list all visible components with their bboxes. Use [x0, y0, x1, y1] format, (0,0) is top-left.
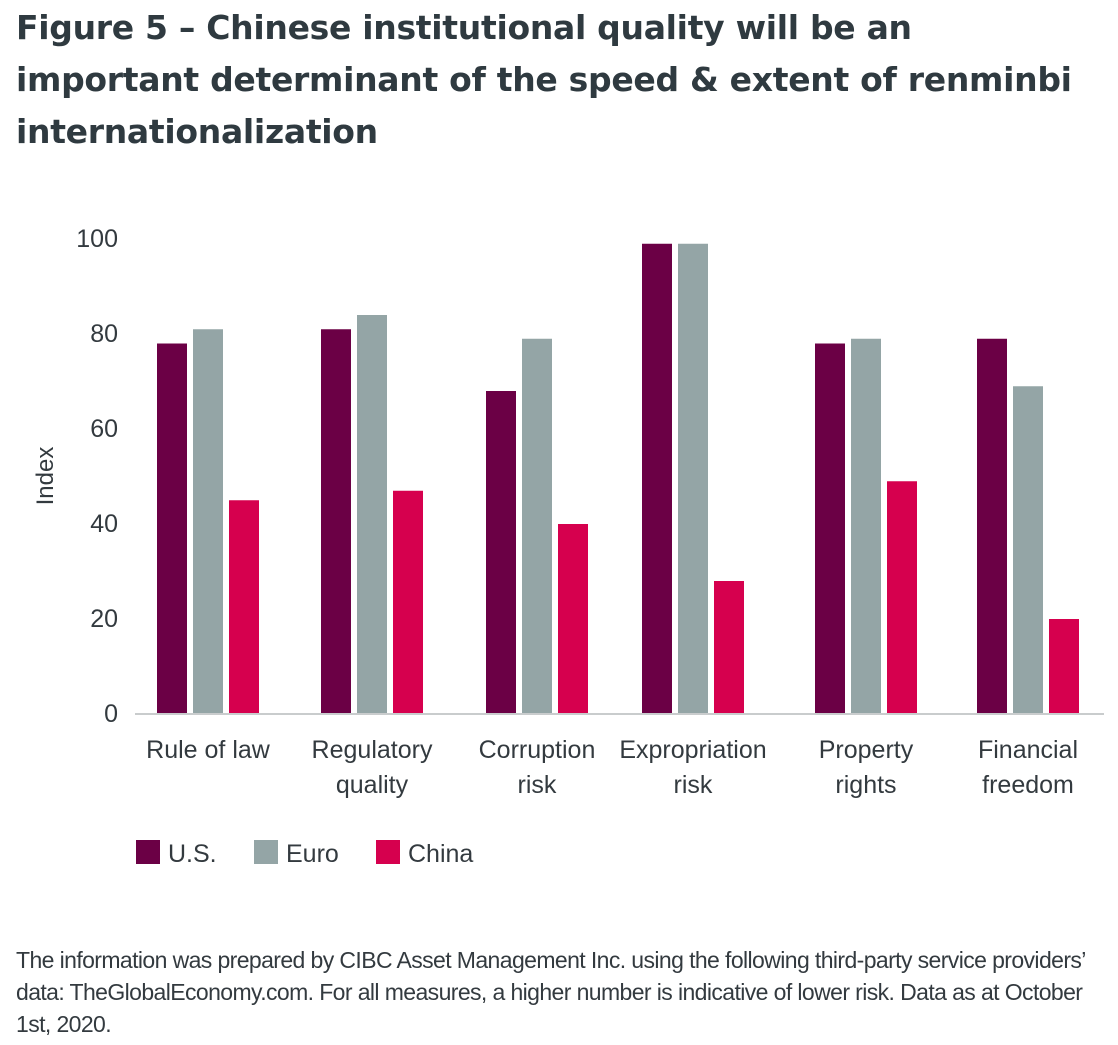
- y-axis-ticks: 0 20 40 60 80 100: [76, 225, 118, 728]
- bar-euro-2: [522, 338, 552, 714]
- bar-us-1: [321, 329, 351, 714]
- legend-label: China: [408, 840, 473, 868]
- y-tick-label: 20: [90, 605, 118, 633]
- bar-euro-0: [193, 329, 223, 714]
- bar-china-1: [393, 490, 423, 714]
- x-axis-labels: Rule of law Regulatory quality Corruption ri…: [146, 736, 1078, 799]
- y-tick-label: 60: [90, 415, 118, 443]
- legend-swatch-us: [136, 840, 160, 864]
- bar-us-3: [642, 243, 672, 714]
- bar-china-0: [229, 500, 259, 714]
- bar-china-3: [714, 581, 744, 714]
- bar-us-0: [157, 343, 187, 714]
- bar-euro-4: [851, 338, 881, 714]
- bars: [157, 243, 1079, 714]
- bar-china-5: [1049, 619, 1079, 714]
- legend-swatch-euro: [254, 840, 278, 864]
- x-tick-label: Expropriation risk: [619, 736, 766, 799]
- bar-chart: 0 20 40 60 80 100 Index Rule of law Regulatory…: [32, 225, 1104, 868]
- legend-label: U.S.: [168, 840, 217, 868]
- y-tick-label: 0: [104, 700, 118, 728]
- bar-euro-1: [357, 315, 387, 714]
- x-tick-label: Property rights: [819, 736, 914, 799]
- legend: U.S. Euro China: [136, 840, 473, 868]
- bar-us-4: [815, 343, 845, 714]
- y-axis-label: Index: [32, 447, 59, 506]
- x-tick-label: Regulatory quality: [312, 736, 433, 799]
- chart-title: Figure 5 – Chinese institutional quality…: [16, 8, 1072, 151]
- y-tick-label: 40: [90, 510, 118, 538]
- bar-china-2: [558, 524, 588, 714]
- bar-china-4: [887, 481, 917, 714]
- legend-swatch-china: [376, 840, 400, 864]
- y-tick-label: 100: [76, 225, 118, 253]
- x-tick-label: Rule of law: [146, 736, 271, 764]
- x-tick-label: Financial freedom: [978, 736, 1078, 799]
- x-tick-label: Corruption risk: [479, 736, 596, 799]
- source-footnote: The information was prepared by CIBC Ass…: [16, 947, 1086, 1037]
- bar-us-5: [977, 338, 1007, 714]
- bar-euro-5: [1013, 386, 1043, 714]
- bar-us-2: [486, 391, 516, 714]
- y-tick-label: 80: [90, 320, 118, 348]
- legend-label: Euro: [286, 840, 339, 868]
- bar-euro-3: [678, 243, 708, 714]
